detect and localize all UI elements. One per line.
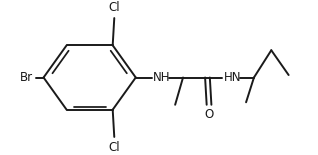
Text: Br: Br [20, 71, 33, 84]
Text: O: O [204, 108, 213, 122]
Text: Cl: Cl [108, 1, 120, 14]
Text: NH: NH [153, 71, 170, 84]
Text: Cl: Cl [108, 141, 120, 154]
Text: HN: HN [224, 71, 241, 84]
